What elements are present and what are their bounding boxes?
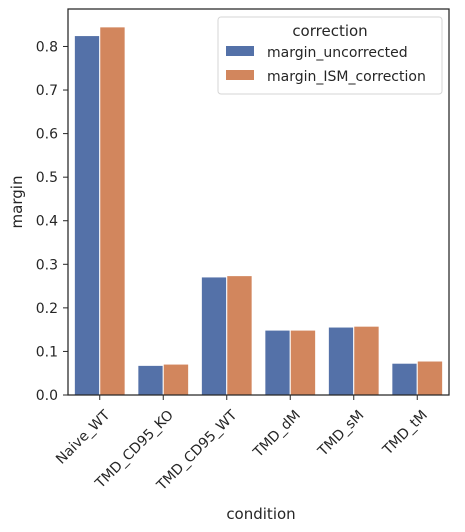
bar-tmd-tm-margin-ism-correction (416, 360, 444, 396)
bar-tmd-cd95-wt-margin-uncorrected (200, 276, 228, 396)
x-tick-label-tmd-sm: TMD_sM (314, 407, 367, 460)
y-tick-label: 0.0 (36, 388, 58, 404)
legend: correction margin_uncorrected margin_ISM… (217, 16, 443, 95)
y-tick-label: 0.3 (36, 257, 58, 273)
bar-naive-wt-margin-ism-correction (99, 26, 126, 396)
legend-label-margin-uncorrected: margin_uncorrected (267, 45, 408, 61)
bar-tmd-sm-margin-ism-correction (353, 325, 380, 396)
y-tick-label: 0.7 (36, 83, 58, 99)
legend-frame (217, 16, 443, 95)
legend-swatch-margin-uncorrected (226, 46, 254, 56)
bar-naive-wt-margin-uncorrected (73, 35, 101, 396)
bar-tmd-dm-margin-uncorrected (264, 329, 291, 396)
bar-tmd-cd95-ko-margin-uncorrected (137, 364, 164, 396)
bar-tmd-cd95-ko-margin-ism-correction (162, 363, 190, 396)
y-tick-label: 0.5 (36, 170, 58, 186)
y-tick-label: 0.4 (36, 214, 58, 230)
x-axis-label: condition (226, 505, 295, 523)
bars-group (73, 26, 444, 396)
legend-swatch-margin-ism-correction (226, 70, 254, 80)
y-axis-label: margin (8, 176, 26, 229)
legend-title: correction (292, 22, 367, 40)
legend-label-margin-ism-correction: margin_ISM_correction (267, 69, 426, 85)
x-tick-label-tmd-dm: TMD_dM (250, 407, 304, 461)
y-tick-label: 0.2 (36, 301, 58, 317)
x-tick-label-naive-wt: Naive_WT (53, 407, 114, 468)
y-tick-label: 0.6 (36, 127, 58, 143)
x-tick-label-tmd-tm: TMD_tM (379, 407, 431, 459)
bar-tmd-dm-margin-ism-correction (289, 329, 317, 396)
y-tick-label: 0.8 (36, 39, 58, 55)
bar-tmd-cd95-wt-margin-ism-correction (226, 275, 253, 396)
bar-tmd-tm-margin-uncorrected (391, 362, 418, 396)
plot-frame (67, 8, 450, 396)
bar-tmd-sm-margin-uncorrected (327, 326, 355, 396)
y-tick-label: 0.1 (36, 344, 58, 360)
y-axis-ticks: 0.0 0.1 0.2 0.3 0.4 0.5 0.6 0.7 0.8 (36, 39, 68, 404)
